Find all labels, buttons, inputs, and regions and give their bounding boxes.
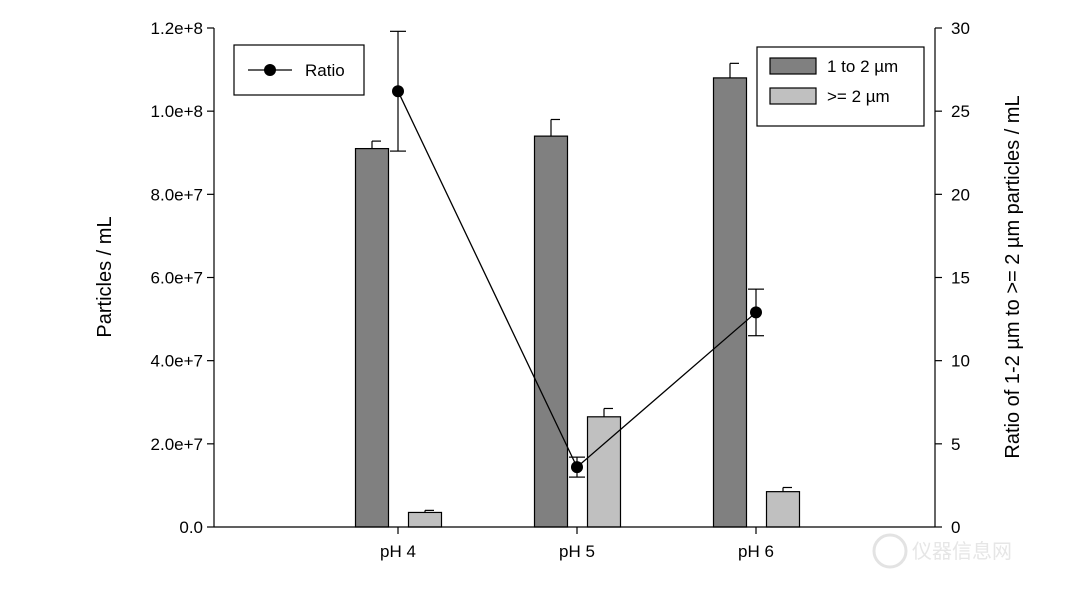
bar-error-small-3 — [729, 62, 739, 78]
y-tick-label: 0.0 — [179, 518, 203, 537]
y-tick-label: 6.0e+7 — [151, 269, 203, 288]
legend-swatch-1 — [769, 57, 817, 75]
bar-large-1 — [407, 511, 443, 528]
y-tick-label: 4.0e+7 — [151, 352, 203, 371]
bar-error-small-2 — [550, 118, 560, 137]
legend-label-1: 1 to 2 µm — [827, 57, 898, 76]
bar-large-3 — [765, 491, 801, 528]
y-tick-label: 2.0e+7 — [151, 435, 203, 454]
bar-error-large-2 — [603, 407, 613, 417]
ratio-point-3 — [750, 306, 762, 319]
legend-swatch-2 — [769, 87, 817, 105]
bar-small-1 — [354, 147, 390, 528]
y2-tick-label: 0 — [951, 518, 960, 537]
y2-tick-label: 5 — [951, 435, 960, 454]
bar-error-small-1 — [371, 140, 381, 149]
legend-ratio: Ratio — [233, 44, 365, 96]
y-tick-label: 8.0e+7 — [151, 185, 203, 204]
y2-axis-title: Ratio of 1-2 µm to >= 2 µm particles / m… — [1002, 95, 1024, 458]
ratio-point-2 — [571, 461, 583, 474]
x-tick-label: pH 5 — [559, 542, 595, 561]
y2-tick-label: 10 — [951, 352, 970, 371]
bar-error-large-3 — [782, 486, 792, 492]
legend-label-2: >= 2 µm — [827, 87, 890, 106]
y2-tick-label: 20 — [951, 185, 970, 204]
bar-error-large-1 — [424, 509, 434, 513]
legend-bars: 1 to 2 µm >= 2 µm — [756, 46, 925, 127]
ratio-point-1 — [392, 85, 404, 98]
y-tick-label: 1.0e+8 — [151, 102, 203, 121]
watermark-logo: 仪器信息网 — [872, 533, 1012, 569]
y2-tick-label: 25 — [951, 102, 970, 121]
y2-tick-label: 30 — [951, 19, 970, 38]
legend-ratio-marker — [264, 64, 276, 76]
watermark-text: 仪器信息网 — [912, 539, 1012, 563]
y2-tick-label: 15 — [951, 269, 970, 288]
legend-ratio-label: Ratio — [305, 61, 345, 80]
y-tick-label: 1.2e+8 — [151, 19, 203, 38]
x-tick-label: pH 6 — [738, 542, 774, 561]
bar-small-2 — [533, 135, 569, 528]
bar-large-2 — [586, 416, 622, 528]
bar-small-3 — [712, 77, 748, 528]
x-tick-label: pH 4 — [380, 542, 416, 561]
y-axis-title: Particles / mL — [94, 216, 116, 337]
